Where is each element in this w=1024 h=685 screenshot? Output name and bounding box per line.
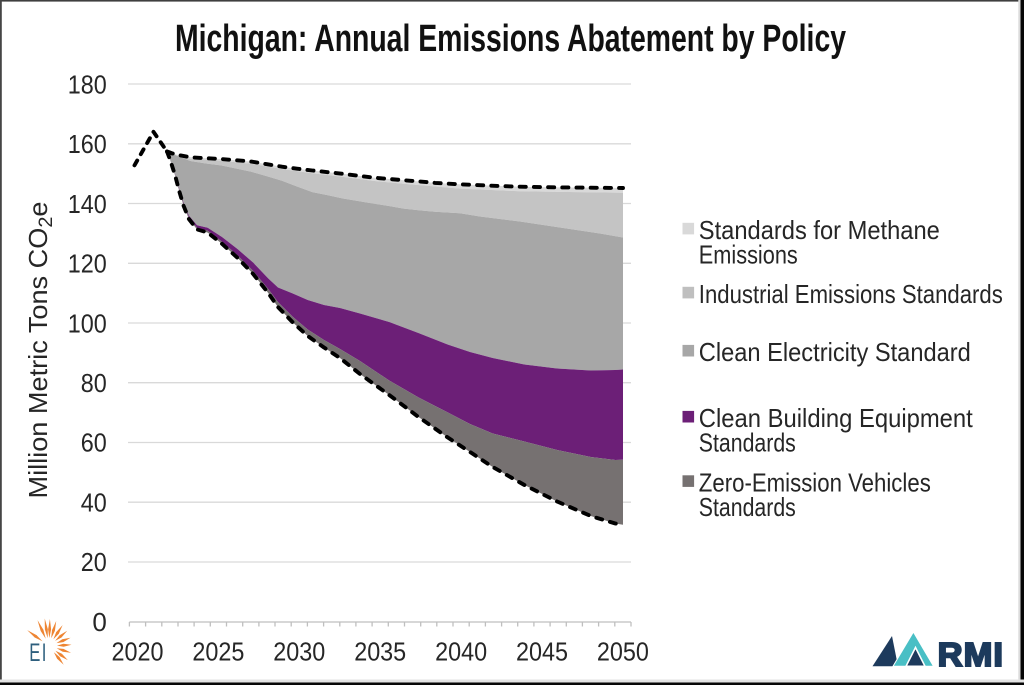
svg-text:2040: 2040: [435, 637, 487, 667]
svg-text:80: 80: [81, 368, 107, 398]
svg-text:100: 100: [68, 308, 107, 338]
svg-text:2045: 2045: [516, 637, 568, 667]
svg-text:Michigan: Annual Emissions Aba: Michigan: Annual Emissions Abatement by …: [175, 18, 846, 60]
svg-text:Standards: Standards: [699, 492, 796, 522]
svg-text:2050: 2050: [597, 637, 649, 667]
svg-text:Clean Building Equipment: Clean Building Equipment: [699, 403, 974, 433]
svg-text:2020: 2020: [112, 637, 164, 667]
svg-text:2030: 2030: [273, 637, 325, 667]
svg-text:Standards for Methane: Standards for Methane: [699, 215, 940, 245]
svg-text:Million Metric Tons CO2e: Million Metric Tons CO2e: [23, 201, 57, 498]
svg-text:Clean Electricity Standard: Clean Electricity Standard: [699, 337, 971, 367]
svg-text:EI: EI: [29, 639, 47, 667]
svg-text:140: 140: [68, 189, 107, 219]
svg-text:2025: 2025: [192, 637, 244, 667]
svg-text:2035: 2035: [354, 637, 406, 667]
svg-text:RMI: RMI: [938, 636, 1005, 673]
svg-text:Standards: Standards: [699, 428, 796, 458]
svg-text:20: 20: [81, 547, 107, 577]
svg-text:120: 120: [68, 249, 107, 279]
svg-text:0: 0: [92, 607, 106, 637]
svg-text:160: 160: [68, 129, 107, 159]
svg-text:60: 60: [81, 428, 107, 458]
svg-text:Zero-Emission Vehicles: Zero-Emission Vehicles: [699, 467, 931, 497]
svg-text:40: 40: [81, 487, 107, 517]
svg-text:Industrial Emissions Standards: Industrial Emissions Standards: [699, 279, 1003, 309]
svg-text:180: 180: [68, 69, 107, 99]
svg-text:Emissions: Emissions: [699, 240, 798, 270]
